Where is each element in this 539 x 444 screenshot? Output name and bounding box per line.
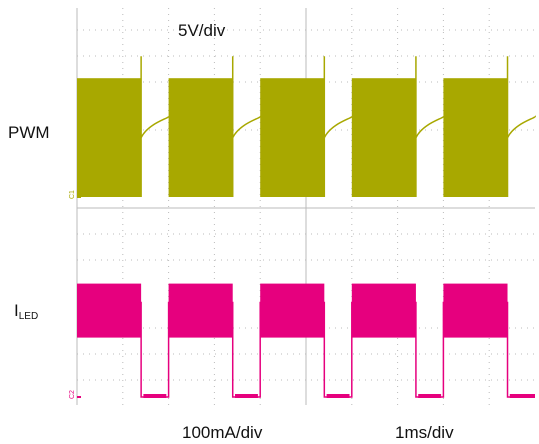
pwm-off-segment bbox=[140, 115, 170, 138]
iled-off-band bbox=[509, 394, 535, 398]
iled-off-band bbox=[418, 394, 442, 398]
amps-per-div-label: 100mA/div bbox=[182, 423, 263, 442]
iled-ripple-band bbox=[77, 283, 142, 338]
pwm-burst bbox=[77, 78, 142, 197]
volts-per-div-label: 5V/div bbox=[178, 21, 226, 40]
channel-2-label: ILED bbox=[14, 301, 39, 322]
iled-ripple-band bbox=[168, 283, 233, 338]
pwm-off-segment bbox=[506, 115, 536, 138]
channel-1-marker: C1 bbox=[69, 190, 76, 199]
iled-ripple-band bbox=[443, 283, 508, 338]
pwm-burst bbox=[168, 78, 233, 197]
iled-off-band bbox=[143, 394, 167, 398]
pwm-burst bbox=[443, 78, 508, 197]
time-per-div-label: 1ms/div bbox=[395, 423, 454, 442]
channel-1-label: PWM bbox=[8, 123, 50, 142]
pwm-burst bbox=[351, 78, 416, 197]
grid bbox=[76, 8, 535, 405]
iled-ripple-band bbox=[260, 283, 325, 338]
channel-2-marker: C2 bbox=[69, 390, 76, 399]
iled-off-band bbox=[235, 394, 258, 398]
iled-ripple-band bbox=[351, 283, 416, 338]
traces: C1 C2 bbox=[69, 56, 536, 399]
iled-off-band bbox=[326, 394, 350, 398]
pwm-off-segment bbox=[415, 115, 445, 138]
pwm-burst bbox=[260, 78, 325, 197]
pwm-off-segment bbox=[323, 115, 353, 138]
pwm-off-segment bbox=[232, 115, 261, 138]
